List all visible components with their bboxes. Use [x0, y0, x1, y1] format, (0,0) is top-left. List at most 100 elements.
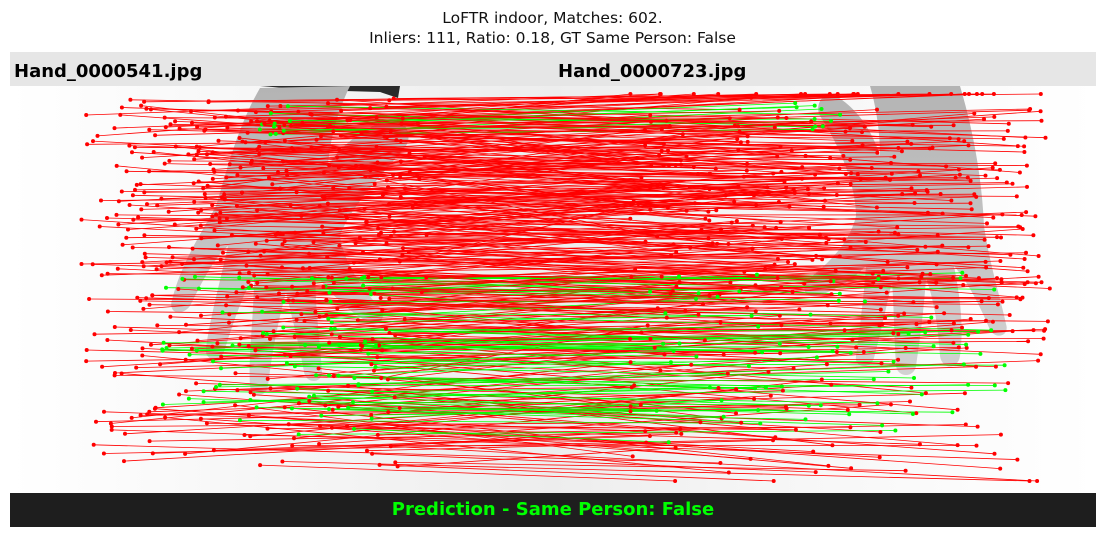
match-keypoint	[329, 275, 334, 280]
match-keypoint	[189, 109, 193, 114]
match-keypoint	[828, 321, 833, 326]
match-keypoint	[1041, 336, 1046, 341]
match-keypoint	[374, 115, 379, 120]
match-line	[251, 160, 837, 196]
match-keypoint	[132, 145, 137, 150]
match-keypoint	[630, 201, 635, 206]
match-keypoint	[345, 424, 349, 429]
match-keypoint	[419, 290, 424, 295]
match-keypoint	[317, 442, 322, 446]
match-keypoint	[211, 448, 216, 453]
match-keypoint	[378, 257, 382, 262]
match-keypoint	[271, 329, 276, 334]
match-keypoint	[855, 92, 860, 96]
match-keypoint	[909, 186, 914, 191]
photo-area	[10, 86, 1096, 493]
match-keypoint	[118, 112, 123, 117]
match-keypoint	[134, 182, 139, 187]
match-keypoint	[998, 432, 1003, 437]
match-keypoint	[830, 443, 835, 448]
match-keypoint	[633, 267, 638, 272]
match-line	[322, 226, 1024, 269]
match-keypoint	[128, 97, 133, 102]
match-line	[149, 432, 677, 442]
match-keypoint	[220, 310, 225, 315]
match-keypoint	[934, 262, 939, 267]
match-keypoint	[784, 185, 789, 190]
match-keypoint	[667, 163, 671, 168]
match-keypoint	[829, 292, 834, 297]
match-keypoint	[871, 377, 876, 382]
match-keypoint	[390, 286, 395, 291]
match-line	[379, 464, 774, 482]
match-keypoint	[877, 323, 882, 328]
match-keypoint	[694, 296, 698, 301]
match-line	[204, 182, 1007, 195]
match-keypoint	[929, 315, 934, 320]
match-keypoint	[822, 186, 827, 191]
match-keypoint	[370, 389, 375, 394]
match-keypoint	[876, 277, 881, 281]
match-keypoint	[356, 382, 361, 387]
match-keypoint	[325, 201, 330, 206]
match-line	[386, 93, 802, 108]
match-keypoint	[344, 213, 348, 218]
match-keypoint	[324, 297, 329, 302]
match-keypoint	[716, 386, 721, 390]
match-line	[250, 347, 967, 393]
match-keypoint	[848, 245, 853, 250]
match-keypoint	[219, 354, 224, 359]
match-keypoint	[736, 147, 741, 152]
match-keypoint	[885, 259, 890, 264]
match-keypoint	[1010, 181, 1015, 186]
match-keypoint	[780, 388, 785, 393]
match-keypoint	[889, 161, 893, 165]
match-keypoint	[369, 362, 374, 367]
match-line	[323, 172, 824, 208]
match-keypoint	[639, 175, 644, 180]
match-keypoint	[692, 201, 697, 206]
match-keypoint	[153, 133, 158, 138]
match-keypoint	[854, 345, 859, 350]
match-keypoint	[1002, 363, 1007, 368]
match-keypoint	[126, 227, 130, 232]
match-keypoint	[264, 332, 269, 336]
match-keypoint	[361, 250, 365, 255]
match-keypoint	[1018, 225, 1023, 230]
match-keypoint	[158, 362, 163, 367]
match-keypoint	[114, 163, 119, 168]
match-keypoint	[719, 227, 723, 232]
match-line	[417, 123, 853, 142]
match-keypoint	[723, 193, 728, 198]
match-keypoint	[307, 251, 312, 256]
match-keypoint	[771, 171, 776, 176]
match-keypoint	[668, 291, 673, 296]
match-keypoint	[689, 362, 694, 367]
match-keypoint	[300, 120, 305, 125]
match-keypoint	[1027, 479, 1032, 483]
match-keypoint	[1022, 282, 1027, 287]
match-line	[256, 407, 883, 426]
match-keypoint	[212, 228, 217, 233]
match-keypoint	[155, 323, 160, 328]
match-keypoint	[1038, 109, 1043, 114]
match-keypoint	[648, 207, 653, 212]
match-keypoint	[765, 185, 770, 190]
match-keypoint	[636, 202, 641, 207]
match-keypoint	[979, 299, 984, 304]
match-keypoint	[135, 295, 140, 300]
match-keypoint	[935, 233, 940, 238]
match-keypoint	[237, 136, 242, 140]
match-keypoints	[79, 92, 1052, 483]
match-keypoint	[860, 143, 865, 148]
match-line	[162, 346, 838, 350]
match-keypoint	[707, 171, 712, 176]
match-keypoint	[136, 215, 141, 220]
match-keypoint	[980, 92, 985, 96]
match-keypoint	[891, 359, 896, 364]
match-line	[232, 334, 969, 346]
match-keypoint	[881, 268, 886, 273]
match-keypoint	[913, 191, 918, 196]
match-keypoint	[332, 326, 337, 331]
match-line	[164, 163, 891, 181]
